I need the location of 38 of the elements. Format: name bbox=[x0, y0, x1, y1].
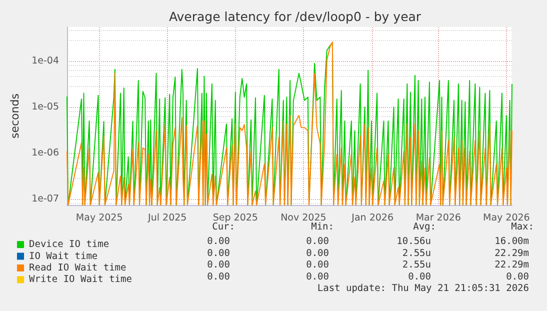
text: 0.00 bbox=[306, 248, 330, 259]
y-tick-label: 1e-06 bbox=[32, 148, 59, 159]
text: 0.00 bbox=[207, 260, 230, 271]
text: 22.29m bbox=[494, 260, 530, 271]
text: 22.29m bbox=[494, 248, 530, 259]
chart-title: Average latency for /dev/loop0 - by year bbox=[168, 9, 422, 24]
legend-label: IO Wait time bbox=[29, 250, 98, 262]
x-tick-label: Jan 2026 bbox=[350, 212, 394, 224]
x-tick-label: May 2026 bbox=[483, 212, 530, 224]
legend-label: Write IO Wait time bbox=[29, 274, 132, 286]
legend-label: Device IO time bbox=[29, 239, 110, 250]
x-tick-label: May 2025 bbox=[76, 212, 123, 224]
x-tick-label: Nov 2025 bbox=[280, 212, 326, 224]
text: 10.56u bbox=[396, 236, 432, 248]
text: Last update: Thu May 21 21:05:31 2026 bbox=[317, 283, 530, 294]
text: 0.00 bbox=[306, 260, 330, 271]
legend-label: Read IO Wait time bbox=[29, 262, 127, 274]
text: Min: bbox=[311, 222, 334, 232]
text: 0.00 bbox=[306, 271, 330, 282]
text: 0.00 bbox=[408, 271, 432, 282]
x-tick-label: Jul 2025 bbox=[147, 212, 187, 224]
y-axis-title: seconds bbox=[8, 93, 22, 138]
text: 0.00 bbox=[207, 248, 230, 259]
text: 0.00 bbox=[306, 236, 330, 248]
y-tick-label: 1e-07 bbox=[32, 194, 59, 205]
text: 2.55u bbox=[402, 248, 432, 259]
x-tick-label: Sep 2025 bbox=[212, 212, 258, 224]
text: Max: bbox=[511, 222, 534, 232]
x-tick-label: Mar 2026 bbox=[416, 212, 461, 224]
text: 16.00m bbox=[494, 236, 530, 248]
text: 0.00 bbox=[207, 271, 230, 282]
y-tick-label: 1e-05 bbox=[32, 102, 59, 113]
text: 0.00 bbox=[207, 236, 230, 248]
y-tick-label: 1e-04 bbox=[32, 56, 59, 67]
text: 2.55u bbox=[402, 260, 432, 271]
text: Cur: bbox=[212, 222, 236, 232]
text: 0.00 bbox=[506, 271, 530, 282]
text: Avg: bbox=[413, 222, 436, 232]
